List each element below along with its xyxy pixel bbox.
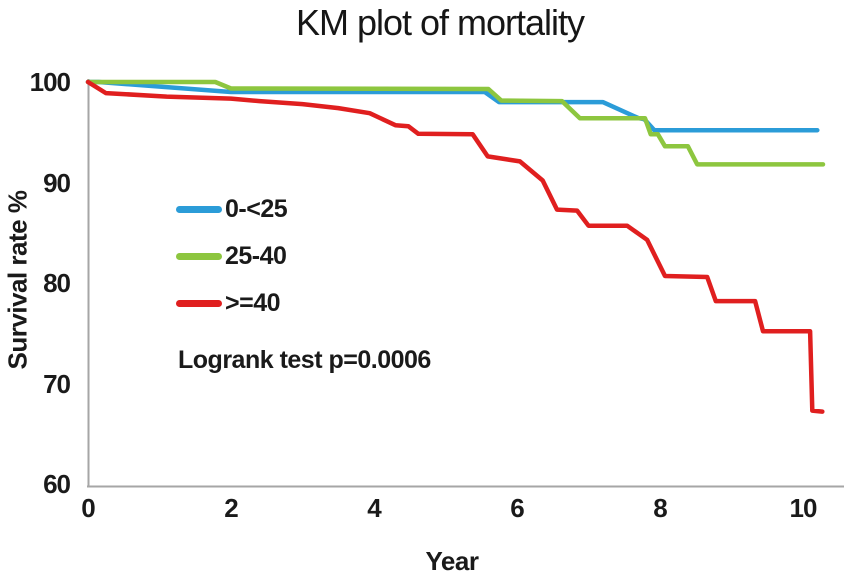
x-tick-10: 10 (789, 493, 818, 523)
chart-title: KM plot of mortality (295, 2, 585, 43)
y-tick-70: 70 (43, 369, 71, 399)
legend-label: >=40 (225, 288, 281, 317)
y-tick-80: 80 (43, 268, 71, 298)
logrank-annotation: Logrank test p=0.0006 (178, 346, 431, 374)
y-tick-90: 90 (43, 168, 71, 198)
legend-item-40plus: >=40 (176, 288, 287, 317)
legend-swatch-green (176, 252, 222, 260)
legend-swatch-blue (176, 205, 222, 213)
x-tick-4: 4 (367, 493, 381, 523)
x-tick-8: 8 (653, 493, 667, 523)
legend-swatch-red (176, 299, 222, 307)
legend: 0-<25 25-40 >=40 (176, 194, 288, 337)
legend-label: 25-40 (225, 241, 287, 270)
km-curve-green (85, 79, 826, 167)
y-tick-100: 100 (29, 67, 71, 97)
km-curve-red (85, 79, 825, 414)
x-axis-title: Year (425, 546, 479, 576)
legend-item-0-25: 0-<25 (176, 194, 288, 223)
legend-label: 0-<25 (225, 194, 288, 223)
y-tick-60: 60 (43, 469, 71, 499)
legend-item-25-40: 25-40 (176, 241, 287, 270)
x-tick-0: 0 (81, 493, 95, 523)
x-tick-6: 6 (510, 493, 524, 523)
x-tick-2: 2 (224, 493, 238, 523)
